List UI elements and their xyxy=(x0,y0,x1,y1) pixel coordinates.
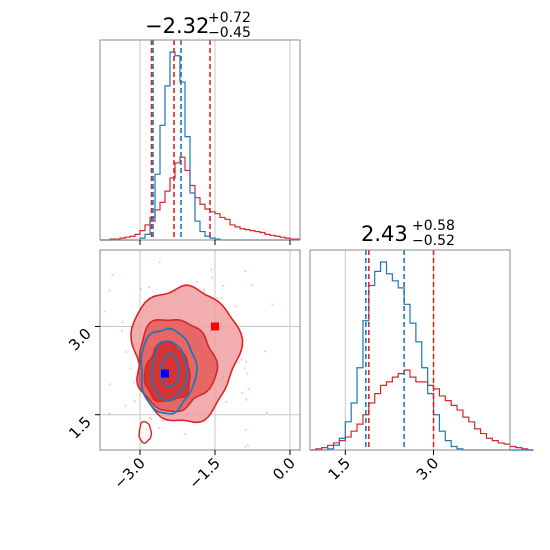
hist-param1-frame xyxy=(99,39,301,241)
scatter-point xyxy=(120,330,124,333)
scatter-point xyxy=(150,417,153,421)
scatter-point xyxy=(234,305,237,308)
scatter-point xyxy=(245,398,248,401)
scatter-point xyxy=(246,372,249,375)
hist-param2-frame xyxy=(309,249,511,451)
truth-marker xyxy=(211,322,219,331)
scatter-point xyxy=(210,268,213,271)
scatter-point xyxy=(102,243,104,245)
red-contour-outlier xyxy=(138,421,153,444)
scatter-point xyxy=(158,261,161,264)
scatter-point xyxy=(222,284,225,287)
hist-param2-group xyxy=(310,250,534,451)
scatter-point xyxy=(133,399,136,403)
scatter-point xyxy=(210,276,214,279)
scatter-point xyxy=(247,387,250,391)
scatter-point xyxy=(244,270,247,273)
scatter-point xyxy=(325,340,327,342)
best-fit-blue-marker xyxy=(161,369,169,378)
hist-param2-series-red xyxy=(310,369,534,451)
param2-title-upper: +0.58 xyxy=(412,218,455,234)
scatter-point xyxy=(240,358,243,361)
x1-tick-label-0: −3.0 xyxy=(110,454,148,492)
x2-tick-label-1: 3.0 xyxy=(413,454,443,484)
scatter-point xyxy=(124,350,127,354)
scatter-point xyxy=(159,228,161,230)
scatter-point xyxy=(111,273,114,276)
scatter-point xyxy=(132,381,136,384)
scatter-point xyxy=(244,445,247,448)
scatter-point xyxy=(148,416,151,419)
x1-tick-label-1: −1.5 xyxy=(185,454,223,492)
x1-tick-label-2: 0.0 xyxy=(269,454,299,484)
hist-param1-group xyxy=(100,40,300,241)
scatter-point xyxy=(196,280,199,284)
scatter-point xyxy=(94,382,96,384)
scatter-point xyxy=(77,488,79,490)
hist-param2-series-blue xyxy=(310,261,534,451)
x2-tick-label-0: 1.5 xyxy=(325,454,355,484)
scatter-point xyxy=(241,392,244,395)
scatter-point xyxy=(139,287,142,290)
scatter-point xyxy=(161,419,164,422)
scatter-point xyxy=(124,404,127,407)
param1-title-lower: −0.45 xyxy=(208,25,251,41)
hist-param1-series-blue xyxy=(100,51,300,241)
y-tick-label-1: 3.0 xyxy=(65,325,95,355)
scatter-point xyxy=(245,360,248,363)
scatter-point xyxy=(121,321,124,324)
scatter-point xyxy=(148,285,151,289)
hist-param1-series-red xyxy=(100,156,300,241)
scatter-point xyxy=(264,350,267,353)
scatter-point xyxy=(246,444,250,447)
param2-title: 2.43 xyxy=(361,222,408,246)
scatter-panel xyxy=(77,228,327,490)
scatter-point xyxy=(251,284,254,287)
y-tick-label-0: 1.5 xyxy=(65,413,95,443)
blue-contour-1 xyxy=(150,340,189,401)
scatter-point xyxy=(184,432,187,436)
scatter-point xyxy=(158,426,161,429)
blue-contour-0 xyxy=(140,327,198,415)
scatter-point xyxy=(108,412,111,415)
scatter-point xyxy=(220,296,223,300)
scatter-point xyxy=(203,290,206,293)
scatter-point xyxy=(265,412,268,415)
scatter-point xyxy=(216,296,219,300)
scatter-point xyxy=(103,310,106,313)
scatter-point xyxy=(244,428,247,431)
param1-title: −2.32 xyxy=(145,14,209,38)
scatter-frame xyxy=(99,249,301,451)
scatter-point xyxy=(225,400,228,403)
scatter-point xyxy=(203,288,206,291)
scatter-point xyxy=(144,428,148,431)
scatter-point xyxy=(243,367,246,370)
scatter-point xyxy=(108,289,111,292)
scatter-point xyxy=(271,303,274,306)
scatter-point xyxy=(94,340,96,342)
param2-title-lower: −0.52 xyxy=(412,233,455,249)
scatter-point xyxy=(108,383,111,386)
param1-title-upper: +0.72 xyxy=(208,10,251,26)
scatter-point xyxy=(129,367,133,370)
